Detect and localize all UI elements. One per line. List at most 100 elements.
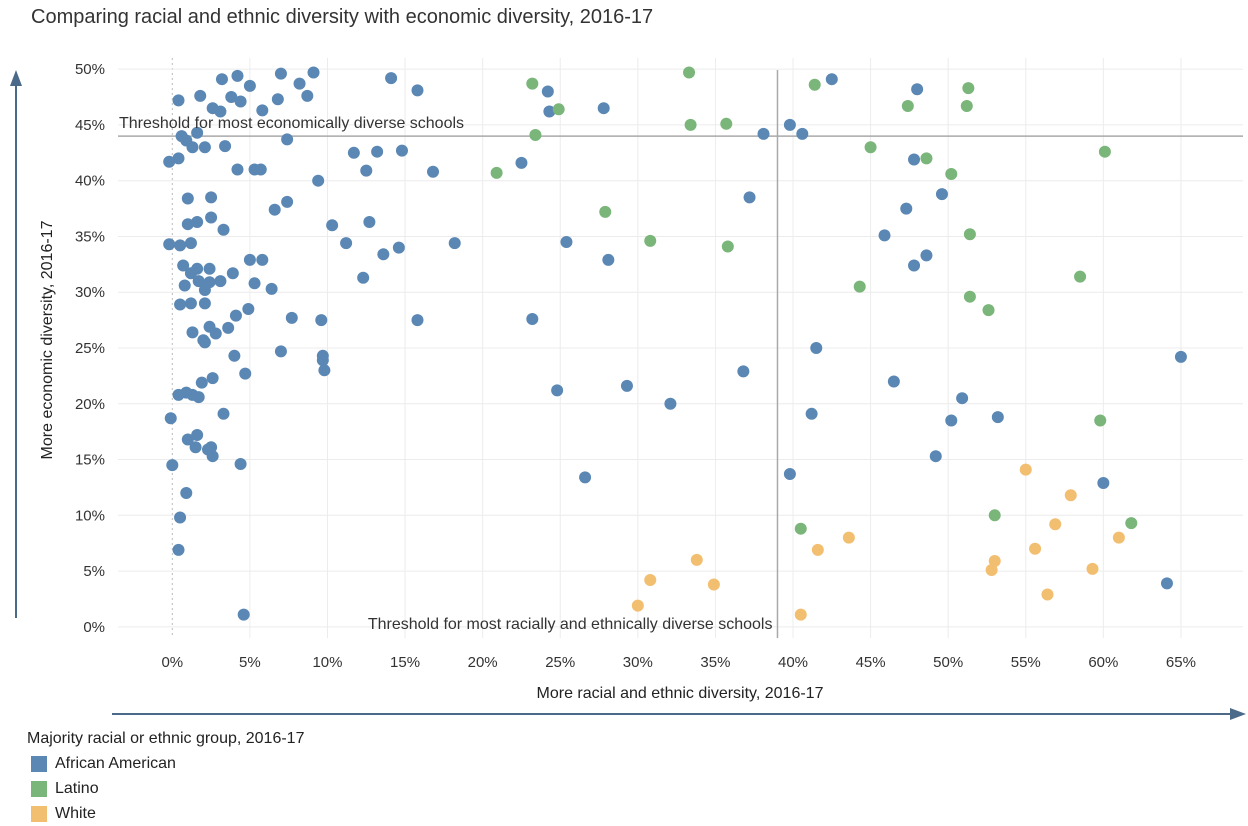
data-point-latino bbox=[552, 103, 565, 116]
data-point-african-american bbox=[783, 468, 796, 481]
data-point-african-american bbox=[243, 253, 256, 266]
data-point-latino bbox=[1094, 414, 1107, 427]
data-point-latino bbox=[644, 234, 657, 247]
data-point-african-american bbox=[991, 411, 1004, 424]
data-point-african-american bbox=[357, 271, 370, 284]
data-point-african-american bbox=[281, 195, 294, 208]
x-tick-label: 10% bbox=[312, 654, 342, 671]
data-point-african-american bbox=[228, 349, 241, 362]
threshold-lines bbox=[118, 70, 1243, 638]
y-tick-label: 5% bbox=[83, 563, 105, 580]
data-point-latino bbox=[864, 141, 877, 154]
x-tick-label: 25% bbox=[545, 654, 575, 671]
data-point-african-american bbox=[274, 67, 287, 80]
data-point-african-american bbox=[163, 155, 176, 168]
data-point-white bbox=[1019, 463, 1032, 476]
x-tick-label: 60% bbox=[1088, 654, 1118, 671]
data-point-african-american bbox=[597, 102, 610, 115]
data-point-african-american bbox=[174, 239, 187, 252]
legend-item-african-american: African American bbox=[27, 751, 304, 776]
y-axis-arrowhead bbox=[10, 70, 22, 86]
data-point-african-american bbox=[225, 91, 238, 104]
data-point-african-american bbox=[945, 414, 958, 427]
data-point-white bbox=[1049, 518, 1062, 531]
data-point-african-american bbox=[231, 69, 244, 82]
data-point-african-american bbox=[392, 241, 405, 254]
legend: Majority racial or ethnic group, 2016-17… bbox=[27, 730, 304, 826]
data-point-african-american bbox=[203, 262, 216, 275]
data-point-white bbox=[1086, 562, 1099, 575]
data-point-african-american bbox=[908, 153, 921, 166]
legend-label: African American bbox=[55, 754, 176, 772]
data-point-latino bbox=[599, 205, 612, 218]
data-point-african-american bbox=[318, 364, 331, 377]
data-point-latino bbox=[526, 77, 539, 90]
data-point-african-american bbox=[371, 145, 384, 158]
y-tick-label: 30% bbox=[75, 284, 105, 301]
data-point-african-american bbox=[198, 284, 211, 296]
data-point-latino bbox=[794, 522, 807, 535]
data-point-african-american bbox=[360, 164, 373, 177]
y-tick-label: 15% bbox=[75, 452, 105, 469]
data-point-african-american bbox=[301, 89, 314, 102]
y-tick-label: 35% bbox=[75, 228, 105, 245]
data-point-african-american bbox=[935, 188, 948, 201]
data-point-african-american bbox=[172, 152, 185, 165]
x-axis-title: More racial and ethnic diversity, 2016-1… bbox=[537, 685, 824, 702]
data-point-african-american bbox=[184, 297, 197, 310]
data-point-african-american bbox=[757, 127, 770, 140]
data-point-white bbox=[1112, 531, 1125, 544]
data-point-african-american bbox=[411, 314, 424, 327]
data-point-african-american bbox=[347, 146, 360, 159]
y-tick-label: 20% bbox=[75, 396, 105, 413]
data-point-white bbox=[631, 599, 644, 612]
data-point-african-american bbox=[805, 407, 818, 420]
data-point-white bbox=[794, 608, 807, 621]
data-point-african-american bbox=[248, 277, 261, 290]
y-tick-label: 45% bbox=[75, 117, 105, 134]
data-point-african-american bbox=[254, 163, 267, 176]
data-point-african-american bbox=[602, 253, 615, 266]
data-point-african-american bbox=[239, 367, 252, 380]
data-point-african-american bbox=[209, 327, 222, 340]
data-point-latino bbox=[684, 118, 697, 131]
data-point-african-american bbox=[194, 89, 207, 102]
y-axis-title: More economic diversity, 2016-17 bbox=[39, 220, 56, 459]
data-point-african-american bbox=[543, 105, 556, 118]
data-point-african-american bbox=[191, 126, 204, 139]
legend-label: Latino bbox=[55, 779, 99, 797]
economic-threshold-label: Threshold for most economically diverse … bbox=[119, 115, 464, 132]
data-point-african-american bbox=[181, 433, 194, 446]
data-point-african-american bbox=[174, 511, 187, 524]
data-point-white bbox=[1064, 489, 1077, 502]
x-tick-label: 15% bbox=[390, 654, 420, 671]
x-tick-label: 50% bbox=[933, 654, 963, 671]
data-point-african-american bbox=[186, 326, 199, 339]
data-point-african-american bbox=[560, 236, 573, 249]
data-point-african-american bbox=[191, 429, 204, 441]
data-point-african-american bbox=[1174, 350, 1187, 363]
data-point-african-american bbox=[226, 267, 239, 280]
data-point-african-american bbox=[783, 118, 796, 131]
data-point-african-american bbox=[1097, 476, 1110, 489]
data-point-latino bbox=[963, 228, 976, 241]
data-point-latino bbox=[960, 99, 973, 112]
data-point-latino bbox=[1098, 145, 1111, 158]
data-point-african-american bbox=[878, 229, 891, 242]
data-point-african-american bbox=[222, 321, 235, 334]
tick-labels: 0% 5% 10% 15% 20% 25% 30% 35% 40% 45% 50% 55% 60% 65%… bbox=[39, 61, 1196, 702]
data-point-african-american bbox=[205, 191, 218, 204]
data-point-african-american bbox=[192, 391, 205, 404]
legend-swatch bbox=[31, 755, 47, 772]
data-point-african-american bbox=[265, 282, 278, 295]
data-point-african-american bbox=[214, 275, 227, 288]
data-point-african-american bbox=[526, 313, 539, 325]
data-point-white bbox=[842, 531, 855, 544]
data-point-african-american bbox=[285, 311, 298, 324]
data-point-latino bbox=[988, 509, 1001, 522]
data-point-latino bbox=[529, 128, 542, 141]
data-point-african-american bbox=[887, 375, 900, 388]
x-tick-label: 20% bbox=[468, 654, 498, 671]
y-tick-label: 25% bbox=[75, 340, 105, 357]
data-point-african-american bbox=[191, 262, 204, 275]
